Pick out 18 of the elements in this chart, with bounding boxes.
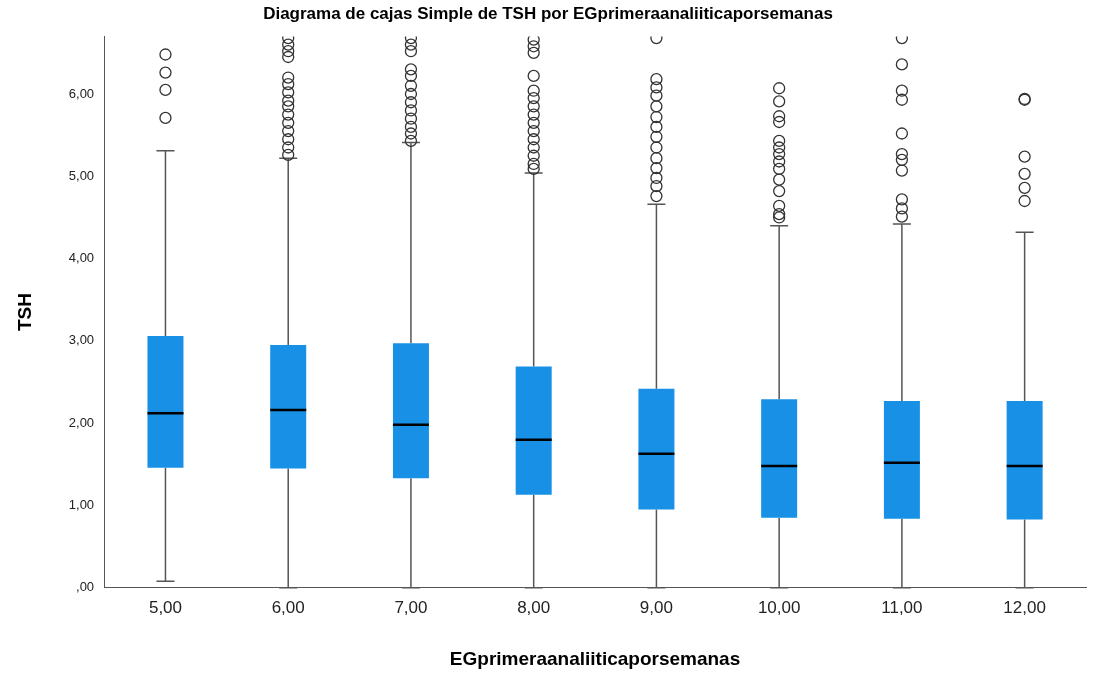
y-axis-title: TSH [13,293,35,332]
x-tick-label: 6,00 [271,597,305,617]
x-axis-title: EGprimeraanaliiticaporsemanas [449,647,741,669]
y-tick-label: 4,00 [68,250,95,266]
x-tick-label: 8,00 [517,597,551,617]
y-tick-label: 3,00 [68,332,95,348]
x-tick-label: 9,00 [639,597,673,617]
y-tick-label: 2,00 [68,414,95,430]
y-tick-label: ,00 [76,579,95,595]
chart-title: Diagrama de cajas Simple de TSH por EGprimeraanaliiticaporsemanas [263,3,833,23]
x-tick-label: 5,00 [148,597,183,617]
x-tick-label: 7,00 [394,597,428,617]
x-tick-label: 10,00 [757,597,801,617]
y-tick-label: 1,00 [68,497,95,513]
y-tick-label: 5,00 [68,167,95,183]
x-tick-label: 12,00 [1003,597,1046,617]
y-tick-label: 6,00 [68,85,95,101]
x-tick-label: 11,00 [881,597,923,617]
